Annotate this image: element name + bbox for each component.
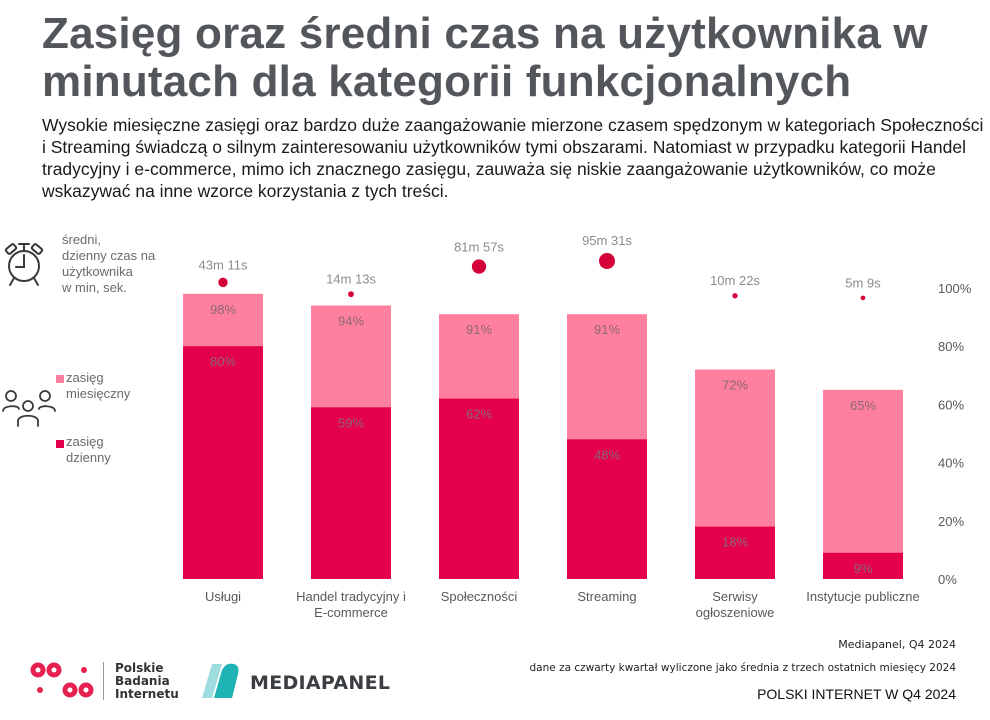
mediapanel-logo-text: MEDIAPANEL [250,672,391,694]
legend-time-line: użytkownika [62,264,133,279]
bar-daily-label: 48% [594,447,620,462]
page-title: Zasięg oraz średni czas na użytkownika w… [42,9,928,106]
bar-daily [439,398,519,579]
bar-daily [183,346,263,579]
category-label: Instytucje publiczne [806,589,919,604]
footer-source: Mediapanel, Q4 2024 [838,638,956,651]
legend-time-line: dzienny czas na [62,248,156,263]
footer-brand: POLSKI INTERNET W Q4 2024 [757,686,956,702]
mediapanel-logo-icon [202,663,239,698]
category-label: Serwisy [712,589,758,604]
time-label: 5m 9s [845,276,881,291]
pbi-logo-line: Badania [115,674,170,688]
bar-daily [695,526,775,579]
bar-monthly-label: 94% [338,313,364,328]
legend-monthly-line: miesięczny [66,386,131,401]
time-label: 10m 22s [710,273,760,288]
y-tick-label: 100% [938,281,972,296]
bar-monthly-label: 98% [210,302,236,317]
y-tick-label: 40% [938,456,964,471]
footer-note: dane za czwarty kwartał wyliczone jako ś… [529,662,956,674]
category-label: E-commerce [314,605,388,620]
legend-daily-swatch [56,440,64,448]
y-tick-label: 0% [938,572,957,587]
time-label: 14m 13s [326,271,376,286]
y-tick-label: 60% [938,397,964,412]
bar-daily-label: 80% [210,354,236,369]
bar-daily-label: 18% [722,535,748,550]
time-label: 43m 11s [199,258,248,273]
legend-monthly-label: zasięg miesięczny [66,370,130,402]
time-label: 95m 31s [582,233,632,248]
time-dot [218,277,228,288]
bar-daily-label: 59% [338,415,364,430]
bar-monthly-label: 91% [466,322,492,337]
alarm-clock-icon [4,243,44,286]
y-tick-label: 80% [938,339,964,354]
category-label: Społeczności [441,589,518,604]
pbi-logo-icon [30,662,94,698]
legend-time-label: średni, dzienny czas na użytkownika w mi… [62,232,155,296]
page-subtitle: Wysokie miesięczne zasięgi oraz bardzo d… [42,115,984,201]
legend-time-line: w min, sek. [62,280,128,295]
time-label: 81m 57s [454,239,504,254]
category-label: Streaming [577,589,636,604]
legend-daily-line: zasięg [66,434,104,449]
bar-monthly-label: 91% [594,322,620,337]
category-label: Handel tradycyjny i [296,589,406,604]
bar-monthly-label: 65% [850,398,876,413]
pbi-logo-text: Polskie Badania Internetu [115,662,179,701]
bar-daily [311,407,391,579]
legend-time-line: średni, [62,232,102,247]
pbi-logo-line: Internetu [115,687,179,701]
legend-monthly-swatch [56,375,64,383]
time-dot [732,293,738,299]
pbi-logo-divider [103,662,104,700]
bar-monthly [823,389,903,579]
time-dot [471,259,487,274]
bar-daily-label: 62% [466,407,492,422]
pbi-logo-line: Polskie [115,661,164,675]
time-dot [348,291,354,298]
category-label: ogłoszeniowe [696,605,775,620]
y-tick-label: 20% [938,514,964,529]
legend-daily-line: dzienny [66,450,111,465]
bar-monthly-label: 72% [722,377,748,392]
reach-time-chart: 98% 80% 43m 11s Usługi 94% 59% 14m 13s Handel t… [183,233,972,620]
category-label: Usługi [205,589,241,604]
time-dot [860,295,866,301]
time-dot [599,253,615,269]
bar-daily [567,439,647,579]
bar-daily [823,552,903,579]
legend-monthly-line: zasięg [66,370,104,385]
bar-daily-label: 9% [854,561,873,576]
legend-daily-label: zasięg dzienny [66,434,111,466]
users-group-icon [2,390,56,427]
